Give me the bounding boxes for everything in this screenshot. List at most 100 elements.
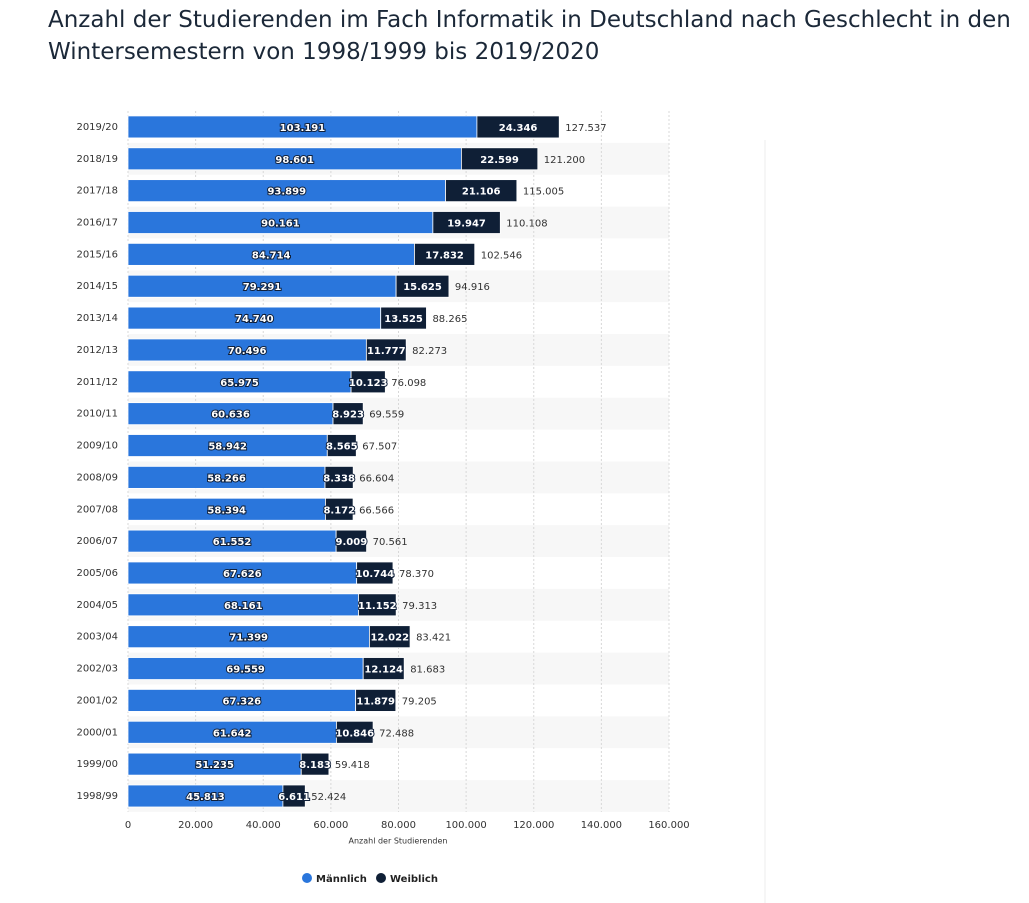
total-label: 66.604: [359, 473, 394, 484]
chart-title: Anzahl der Studierenden im Fach Informat…: [48, 7, 1011, 65]
y-tick-label: 2016/17: [76, 218, 118, 229]
total-label: 79.313: [402, 601, 437, 612]
bar-label: 60.636: [211, 410, 250, 421]
total-label: 78.370: [399, 569, 434, 580]
total-label: 79.205: [402, 696, 437, 707]
bar: [476, 115, 560, 139]
bar: [460, 147, 539, 171]
bar-label: 98.601: [275, 155, 314, 166]
x-tick-label: 120.000: [513, 820, 554, 831]
y-tick-label: 2006/07: [76, 536, 118, 547]
legend-marker: [376, 873, 386, 883]
total-label: 88.265: [432, 314, 467, 325]
x-tick-label: 20.000: [178, 820, 213, 831]
bar-label: 17.832: [425, 250, 464, 261]
bar-label: 11.879: [356, 696, 395, 707]
bar-label: 24.346: [499, 123, 538, 134]
bar-label: 8.923: [332, 410, 364, 421]
total-label: 127.537: [565, 123, 606, 134]
y-tick-label: 1998/99: [76, 791, 118, 802]
bar: [300, 752, 330, 776]
total-label: 102.546: [481, 250, 522, 261]
bar: [414, 242, 476, 266]
y-tick-label: 1999/00: [76, 759, 118, 770]
total-label: 52.424: [311, 792, 346, 803]
bar: [336, 720, 374, 744]
bar-label: 58.394: [207, 505, 246, 516]
y-tick-label: 2017/18: [76, 186, 118, 197]
x-axis-label: Anzahl der Studierenden: [349, 837, 448, 846]
y-tick-label: 2008/09: [76, 472, 118, 483]
bar: [326, 434, 357, 457]
bar-label: 10.123: [349, 378, 388, 389]
total-label: 115.005: [523, 187, 564, 198]
total-label: 66.566: [359, 505, 394, 516]
bar-label: 58.942: [208, 442, 247, 453]
bar: [350, 370, 386, 394]
y-tick-label: 2013/14: [76, 313, 118, 324]
y-tick-label: 2014/15: [76, 281, 118, 292]
bar-label: 12.022: [370, 633, 409, 644]
total-label: 72.488: [379, 728, 414, 739]
legend-marker: [302, 873, 312, 883]
bar: [282, 784, 306, 808]
bar-label: 12.124: [364, 665, 403, 676]
bar-label: 9.009: [336, 537, 368, 548]
bar-label: 11.152: [358, 601, 397, 612]
y-tick-label: 2018/19: [76, 154, 118, 165]
bar: [365, 338, 407, 362]
bar: [356, 561, 394, 585]
total-label: 76.098: [391, 378, 426, 389]
x-tick-label: 60.000: [313, 820, 348, 831]
bar: [358, 593, 397, 617]
total-label: 59.418: [335, 760, 370, 771]
bar: [380, 306, 427, 330]
x-tick-label: 80.000: [381, 820, 416, 831]
bar: [432, 211, 501, 234]
y-tick-label: 2012/13: [76, 345, 118, 356]
bar-label: 10.846: [335, 728, 374, 739]
x-tick-label: 100.000: [445, 820, 486, 831]
y-tick-label: 2019/20: [76, 122, 118, 133]
bar-label: 103.191: [280, 123, 326, 134]
total-label: 81.683: [410, 665, 445, 676]
bar-label: 10.744: [356, 569, 395, 580]
bar-label: 69.559: [226, 665, 265, 676]
total-label: 69.559: [369, 410, 404, 421]
total-label: 94.916: [455, 282, 490, 293]
y-tick-label: 2003/04: [76, 632, 118, 643]
y-tick-label: 2000/01: [76, 727, 118, 738]
y-tick-label: 2015/16: [76, 249, 118, 260]
total-label: 110.108: [506, 219, 547, 230]
bar: [355, 689, 397, 712]
bar: [395, 274, 450, 298]
bar-label: 71.399: [229, 633, 268, 644]
y-tick-label: 2002/03: [76, 664, 118, 675]
bar-label: 8.565: [326, 442, 358, 453]
bar-label: 61.642: [213, 728, 252, 739]
y-tick-label: 2010/11: [76, 409, 118, 420]
y-tick-label: 2001/02: [76, 695, 118, 706]
bar-label: 74.740: [235, 314, 274, 325]
bar: [332, 402, 364, 426]
bar-label: 84.714: [252, 250, 291, 261]
bar: [362, 657, 405, 680]
bar-label: 65.975: [220, 378, 259, 389]
bar-label: 79.291: [243, 282, 282, 293]
bar: [335, 529, 367, 553]
bar: [324, 465, 354, 489]
total-label: 70.561: [373, 537, 408, 548]
bar-label: 8.338: [323, 473, 355, 484]
y-tick-label: 2007/08: [76, 504, 118, 515]
bar-label: 6.611: [278, 792, 310, 803]
bar-label: 8.172: [323, 505, 355, 516]
y-tick-label: 2005/06: [76, 568, 118, 579]
bar: [325, 497, 354, 521]
y-tick-label: 2011/12: [76, 377, 118, 388]
bar-label: 19.947: [447, 219, 486, 230]
total-label: 83.421: [416, 633, 451, 644]
total-label: 67.507: [362, 442, 397, 453]
bar-label: 51.235: [195, 760, 234, 771]
bar: [369, 625, 411, 649]
total-label: 121.200: [544, 155, 585, 166]
